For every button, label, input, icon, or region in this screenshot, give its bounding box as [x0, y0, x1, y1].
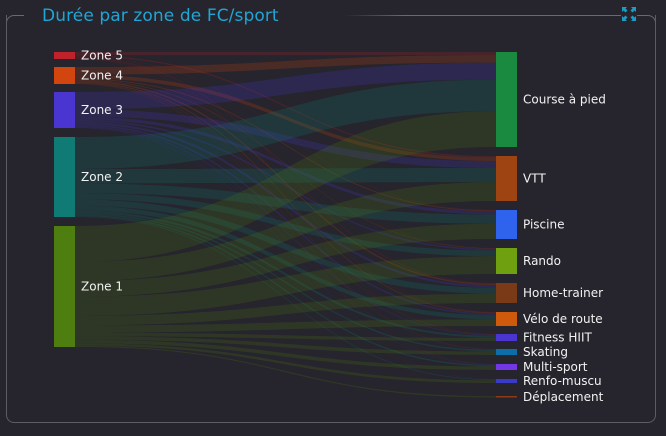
link-zone-3-skating[interactable]	[75, 126, 496, 350]
node-label-renfo-muscu: Renfo-muscu	[523, 374, 602, 388]
link-zone-1-rando[interactable]	[75, 256, 496, 316]
link-zone-4-vtt[interactable]	[75, 74, 496, 162]
node-home-trainer[interactable]	[496, 283, 517, 303]
link-zone-2-rando[interactable]	[75, 193, 496, 257]
link-zone-4-fitness-hiit[interactable]	[75, 82, 496, 335]
link-zone-4-piscine[interactable]	[75, 78, 496, 212]
link-zone-2-home-trainer[interactable]	[75, 199, 496, 294]
link-zone-5-home-trainer[interactable]	[75, 57, 496, 284]
card-title: Durée par zone de FC/sport	[40, 6, 281, 26]
node-zone-4[interactable]	[54, 67, 75, 84]
node-piscine[interactable]	[496, 210, 517, 239]
link-zone-5-course-a-pied[interactable]	[75, 52, 496, 56]
link-zone-1-course-a-pied[interactable]	[75, 111, 496, 262]
link-zone-3-vtt[interactable]	[75, 109, 496, 169]
node-label-multi-sport: Multi-sport	[523, 360, 588, 374]
node-label-velo-de-route: Vélo de route	[523, 312, 603, 326]
node-skating[interactable]	[496, 349, 517, 355]
link-zone-3-home-trainer[interactable]	[75, 121, 496, 288]
node-zone-3[interactable]	[54, 92, 75, 128]
node-label-course-a-pied: Course à pied	[523, 93, 606, 107]
node-label-zone-1: Zone 1	[81, 280, 123, 294]
link-zone-1-multi-sport[interactable]	[75, 339, 496, 370]
link-zone-5-renfo-muscu[interactable]	[75, 58, 496, 380]
link-zone-4-rando[interactable]	[75, 79, 496, 249]
link-zone-4-velo-de-route[interactable]	[75, 81, 496, 314]
link-zone-1-piscine[interactable]	[75, 223, 496, 297]
node-label-zone-4: Zone 4	[81, 69, 123, 83]
link-zone-5-deplacement[interactable]	[75, 58, 496, 397]
node-fitness-hiit[interactable]	[496, 334, 517, 341]
link-zone-4-renfo-muscu[interactable]	[75, 83, 496, 380]
sankey-nodes: Zone 5 Zone 4 Zone 3 Zone 2 Zone 1 Course à p…	[54, 49, 606, 404]
link-zone-5-fitness-hiit[interactable]	[75, 58, 496, 335]
node-deplacement[interactable]	[496, 396, 517, 398]
expand-icon	[622, 7, 636, 21]
link-zone-2-course-a-pied[interactable]	[75, 79, 496, 169]
link-zone-5-multi-sport[interactable]	[75, 58, 496, 365]
link-zone-2-piscine[interactable]	[75, 183, 496, 224]
node-label-fitness-hiit: Fitness HIIT	[523, 331, 592, 345]
link-zone-1-home-trainer[interactable]	[75, 293, 496, 326]
node-zone-5[interactable]	[54, 52, 75, 59]
link-zone-3-course-a-pied[interactable]	[75, 62, 496, 110]
node-label-zone-3: Zone 3	[81, 103, 123, 117]
link-zone-1-deplacement[interactable]	[75, 345, 496, 398]
link-zone-4-home-trainer[interactable]	[75, 80, 496, 286]
node-label-home-trainer: Home-trainer	[523, 286, 603, 300]
link-zone-2-fitness-hiit[interactable]	[75, 210, 496, 338]
link-zone-2-multi-sport[interactable]	[75, 214, 496, 367]
link-zone-5-piscine[interactable]	[75, 56, 496, 211]
link-zone-3-piscine[interactable]	[75, 116, 496, 215]
node-zone-2[interactable]	[54, 137, 75, 217]
expand-button[interactable]	[621, 6, 637, 22]
link-zone-5-rando[interactable]	[75, 56, 496, 249]
link-zone-3-velo-de-route[interactable]	[75, 124, 496, 316]
link-zone-2-renfo-muscu[interactable]	[75, 216, 496, 381]
link-zone-3-rando[interactable]	[75, 119, 496, 251]
link-zone-1-fitness-hiit[interactable]	[75, 332, 496, 341]
link-zone-3-renfo-muscu[interactable]	[75, 127, 496, 380]
node-rando[interactable]	[496, 248, 517, 274]
link-zone-5-velo-de-route[interactable]	[75, 57, 496, 313]
sankey-links	[75, 52, 496, 398]
link-zone-4-skating[interactable]	[75, 83, 496, 350]
link-zone-4-course-a-pied[interactable]	[75, 55, 496, 75]
link-zone-3-multi-sport[interactable]	[75, 127, 496, 365]
link-zone-1-velo-de-route[interactable]	[75, 319, 496, 333]
node-zone-1[interactable]	[54, 226, 75, 347]
link-zone-1-skating[interactable]	[75, 336, 496, 355]
node-label-zone-5: Zone 5	[81, 49, 123, 63]
node-course-a-pied[interactable]	[496, 52, 517, 147]
link-zone-5-skating[interactable]	[75, 58, 496, 350]
node-label-skating: Skating	[523, 345, 568, 359]
node-multi-sport[interactable]	[496, 364, 517, 370]
link-zone-4-deplacement[interactable]	[75, 83, 496, 397]
link-zone-1-vtt[interactable]	[75, 182, 496, 282]
node-label-zone-2: Zone 2	[81, 170, 123, 184]
link-zone-2-velo-de-route[interactable]	[75, 205, 496, 320]
link-zone-2-skating[interactable]	[75, 213, 496, 352]
node-label-rando: Rando	[523, 254, 561, 268]
link-zone-1-renfo-muscu[interactable]	[75, 343, 496, 383]
link-zone-2-vtt[interactable]	[75, 168, 496, 184]
node-label-deplacement: Déplacement	[523, 390, 604, 404]
link-zone-3-fitness-hiit[interactable]	[75, 125, 496, 336]
link-zone-5-vtt[interactable]	[75, 55, 496, 158]
link-zone-4-multi-sport[interactable]	[75, 83, 496, 365]
node-vtt[interactable]	[496, 156, 517, 201]
node-label-piscine: Piscine	[523, 218, 564, 232]
node-renfo-muscu[interactable]	[496, 379, 517, 383]
card-frame	[6, 15, 656, 423]
node-velo-de-route[interactable]	[496, 312, 517, 326]
node-label-vtt: VTT	[523, 172, 546, 186]
